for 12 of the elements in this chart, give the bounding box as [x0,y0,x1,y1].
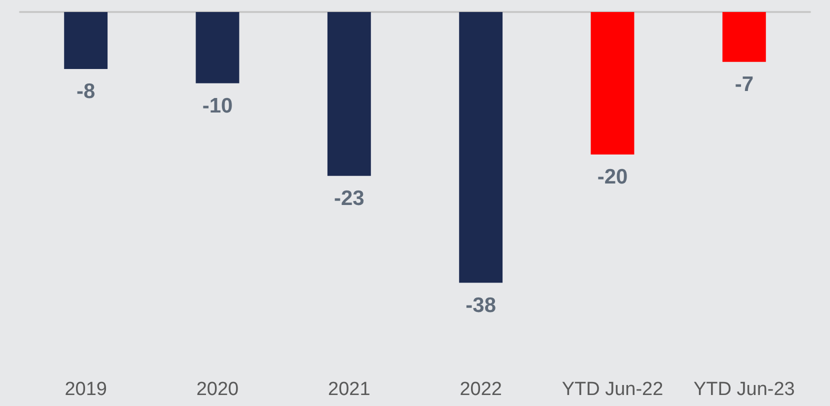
data-label: -10 [202,94,233,118]
data-label: -8 [76,80,96,104]
x-tick-label: YTD Jun-22 [562,379,664,400]
x-tick-label: 2021 [328,379,370,400]
x-tick-label: 2022 [460,379,502,400]
data-label: -7 [734,72,754,96]
data-label: -38 [466,294,496,317]
data-label: -20 [597,166,628,189]
x-tick-label: 2020 [196,379,239,400]
data-label: -23 [334,186,364,210]
x-tick-label: YTD Jun-23 [693,379,795,400]
x-tick-label: 2019 [64,379,107,400]
